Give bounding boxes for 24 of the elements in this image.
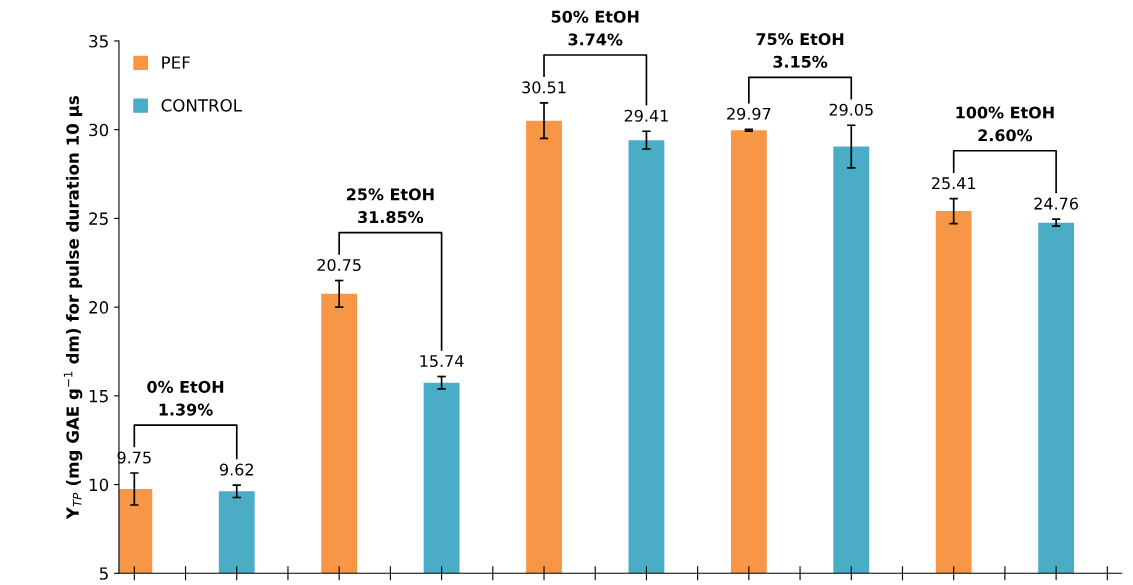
data-label: 29.05 bbox=[829, 103, 873, 116]
y-tick-label: 30 bbox=[89, 123, 109, 137]
annotation: 25% EtOH 31.85% bbox=[347, 188, 434, 224]
data-label: 29.41 bbox=[624, 109, 668, 122]
data-label: 15.74 bbox=[420, 355, 464, 368]
data-label: 29.97 bbox=[727, 107, 771, 120]
data-label: 30.51 bbox=[522, 81, 566, 94]
y-tick-label: 5 bbox=[99, 567, 108, 580]
y-tick-label: 35 bbox=[89, 34, 108, 48]
annotation: 0% EtOH 1.39% bbox=[147, 380, 224, 416]
data-label: 25.41 bbox=[932, 177, 976, 190]
y-tick-label: 25 bbox=[89, 212, 108, 225]
legend-label: CONTROL bbox=[161, 99, 242, 112]
y-tick-label: 10 bbox=[89, 478, 109, 492]
annotation: 100% EtOH 2.60% bbox=[956, 106, 1054, 142]
y-tick-label: 20 bbox=[89, 301, 109, 314]
y-axis-title: Y$_{TP}$ (mg GAE g$^{−1}$ dm) for pulse duration 10 μs bbox=[63, 96, 83, 520]
y-tick-label: 15 bbox=[89, 390, 108, 403]
annotation: 50% EtOH 3.74% bbox=[551, 10, 639, 46]
data-label: 20.75 bbox=[317, 258, 361, 272]
annotation: 75% EtOH 3.15% bbox=[756, 33, 844, 68]
legend-label: PEF bbox=[162, 56, 190, 69]
data-label: 9.62 bbox=[219, 463, 253, 476]
data-label: 24.76 bbox=[1034, 197, 1078, 210]
